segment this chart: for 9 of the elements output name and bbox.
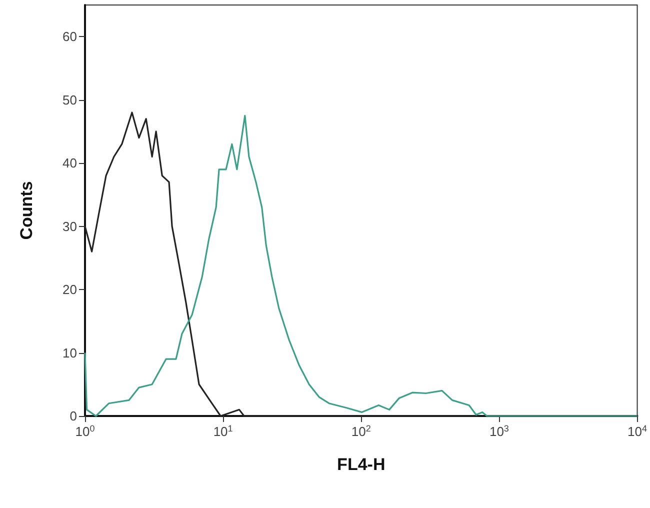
y-axis-title: Counts (17, 181, 36, 240)
y-tick-label: 10 (62, 345, 77, 360)
y-tick-label: 50 (62, 92, 77, 108)
y-tick-label: 30 (62, 218, 77, 234)
y-tick-label: 40 (62, 156, 77, 171)
y-tick-label: 20 (62, 282, 77, 298)
y-tick-label: 0 (70, 408, 77, 424)
x-axis-title: FL4-H (337, 455, 386, 474)
y-tick-label: 60 (62, 29, 77, 44)
